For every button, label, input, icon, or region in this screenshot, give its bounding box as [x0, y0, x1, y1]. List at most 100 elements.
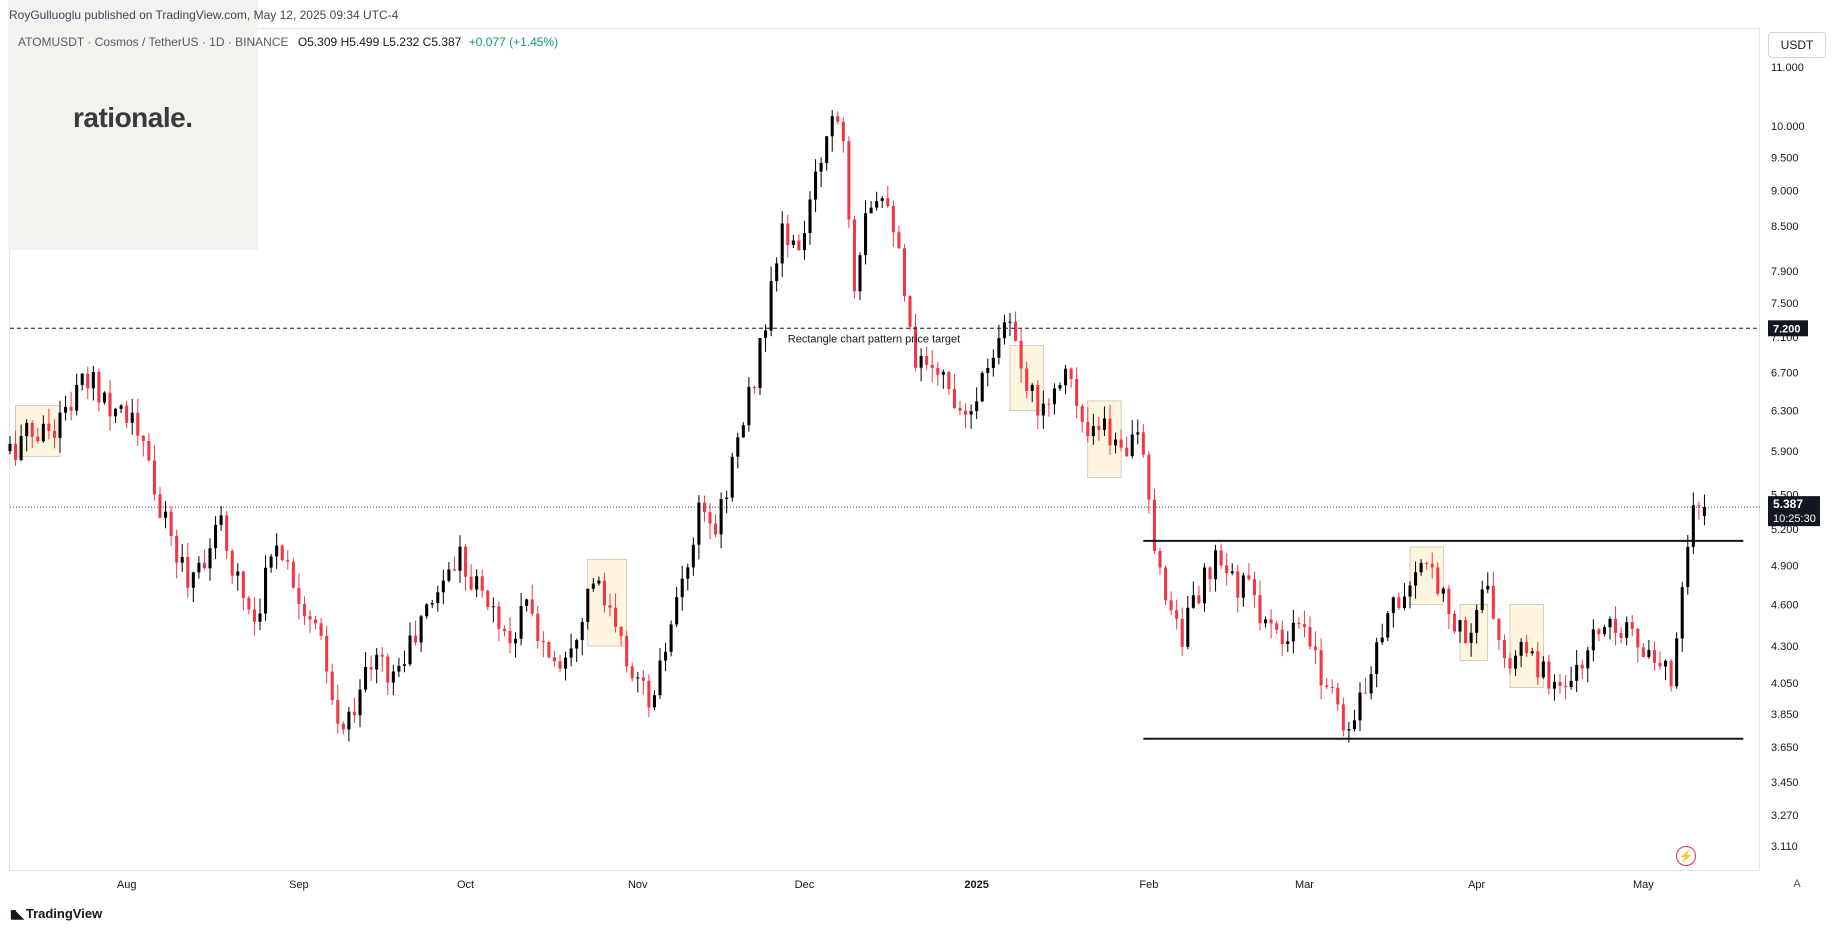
- candle-body: [575, 640, 579, 649]
- candle-body: [1241, 575, 1245, 598]
- candle-body: [1264, 619, 1268, 624]
- candle-body: [202, 562, 206, 569]
- candle-body: [997, 338, 1001, 358]
- countdown-label: 10:25:30: [1773, 513, 1816, 525]
- currency-unit-button[interactable]: USDT: [1768, 32, 1826, 58]
- candle-body: [1641, 647, 1645, 658]
- y-tick-label: 3.850: [1771, 709, 1799, 721]
- candle-body: [252, 609, 256, 622]
- candle-body: [408, 635, 412, 665]
- candle-body: [797, 240, 801, 251]
- candle-body: [802, 233, 806, 251]
- candle-body: [980, 372, 984, 402]
- candle-body: [325, 635, 329, 672]
- candle-body: [669, 624, 673, 652]
- target-price-label: 7.200: [1773, 323, 1801, 335]
- candle-body: [497, 606, 501, 629]
- candle-body: [1330, 686, 1334, 688]
- candle-body: [758, 337, 762, 389]
- candle-body: [1341, 704, 1345, 731]
- candle-body: [180, 556, 184, 563]
- candle-body: [208, 548, 212, 569]
- candle-body: [1191, 595, 1195, 608]
- candle-body: [925, 356, 929, 365]
- candle-body: [880, 198, 884, 202]
- y-tick-label: 8.500: [1771, 221, 1799, 233]
- candle-body: [1669, 660, 1673, 687]
- candle-body: [1408, 585, 1412, 597]
- candle-body: [730, 456, 734, 498]
- candle-body: [652, 695, 656, 708]
- candle-body: [614, 607, 618, 627]
- candle-body: [1041, 403, 1045, 416]
- candle-body: [1164, 567, 1168, 601]
- candle-body: [419, 616, 423, 643]
- symbol-legend: ATOMUSDT · Cosmos / TetherUS · 1D · BINA…: [18, 35, 558, 49]
- auto-scale-button[interactable]: A: [1793, 878, 1801, 890]
- candle-body: [791, 240, 795, 246]
- candle-body: [641, 677, 645, 681]
- candle-body: [1002, 322, 1006, 339]
- x-tick-label: Aug: [117, 879, 137, 891]
- candle-body: [86, 373, 90, 389]
- candle-body: [764, 330, 768, 338]
- candle-body: [36, 436, 40, 442]
- symbol-title[interactable]: ATOMUSDT · Cosmos / TetherUS · 1D · BINA…: [18, 35, 289, 49]
- candle-body: [1419, 563, 1423, 573]
- candle-body: [1008, 321, 1012, 323]
- candle-body: [1130, 434, 1134, 457]
- candle-body: [347, 711, 351, 730]
- candle-body: [197, 562, 201, 573]
- candle-body: [519, 605, 523, 639]
- candle-body: [1680, 587, 1684, 639]
- candle-body: [1014, 321, 1018, 341]
- candle-body: [108, 392, 112, 417]
- candle-body: [1280, 629, 1284, 645]
- candle-body: [902, 248, 906, 297]
- candle-body: [1186, 607, 1190, 647]
- candle-body: [1308, 627, 1312, 647]
- candle-body: [14, 443, 18, 461]
- candle-body: [458, 546, 462, 571]
- candle-body: [1052, 388, 1056, 405]
- candle-body: [1525, 641, 1529, 654]
- legend-change: +0.077 (+1.45%): [468, 35, 559, 49]
- candle-body: [986, 367, 990, 373]
- y-tick-label: 7.500: [1771, 298, 1799, 310]
- candle-body: [41, 423, 45, 442]
- candle-body: [886, 198, 890, 206]
- y-tick-label: 7.900: [1771, 266, 1799, 278]
- candle-body: [602, 580, 606, 606]
- candle-body: [375, 654, 379, 670]
- candle-body: [875, 201, 879, 208]
- candle-body: [1291, 622, 1295, 642]
- candle-body: [1652, 650, 1656, 663]
- candle-body: [1386, 613, 1390, 638]
- candle-body: [1552, 681, 1556, 689]
- candle-body: [136, 412, 140, 436]
- candle-body: [1047, 403, 1051, 405]
- candle-body: [702, 502, 706, 513]
- candle-body: [1519, 641, 1523, 656]
- candle-body: [508, 631, 512, 644]
- publisher-line: RoyGulluoglu published on TradingView.co…: [9, 8, 399, 22]
- candle-body: [619, 626, 623, 637]
- last-price-tag: [1768, 496, 1820, 527]
- target-price-tag: [1768, 320, 1808, 337]
- candle-body: [1547, 661, 1551, 689]
- candle-body: [1647, 650, 1651, 658]
- lightning-icon[interactable]: ⚡: [1676, 846, 1696, 866]
- candle-body: [414, 635, 418, 643]
- candle-body: [1019, 340, 1023, 369]
- candle-body: [1119, 439, 1123, 448]
- candle-body: [1325, 685, 1329, 687]
- candle-body: [1380, 637, 1384, 643]
- candle-body: [1358, 692, 1362, 721]
- candle-body: [847, 141, 851, 220]
- candle-body: [141, 435, 145, 442]
- candle-body: [1208, 567, 1212, 580]
- candle-body: [358, 689, 362, 716]
- candle-body: [919, 356, 923, 368]
- candle-body: [1086, 421, 1090, 437]
